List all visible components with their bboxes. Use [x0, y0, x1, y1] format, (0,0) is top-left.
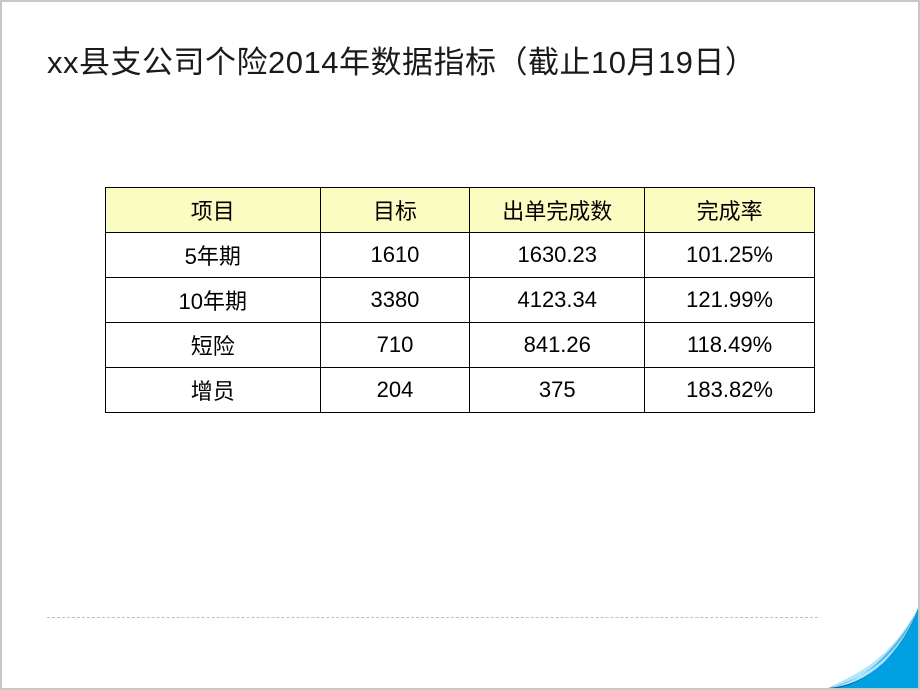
table-header-cell: 完成率	[645, 188, 815, 233]
table-cell: 1630.23	[470, 233, 645, 278]
table-cell: 183.82%	[645, 368, 815, 413]
slide-container: xx县支公司个险2014年数据指标（截止10月19日） 项目 目标 出单完成数 …	[0, 0, 920, 690]
table-cell: 5年期	[106, 233, 321, 278]
table-row: 10年期 3380 4123.34 121.99%	[106, 278, 815, 323]
table-row: 5年期 1610 1630.23 101.25%	[106, 233, 815, 278]
page-title: xx县支公司个险2014年数据指标（截止10月19日）	[47, 37, 873, 82]
table-cell: 增员	[106, 368, 321, 413]
table-header-cell: 目标	[320, 188, 470, 233]
table-cell: 3380	[320, 278, 470, 323]
table-cell: 204	[320, 368, 470, 413]
table-cell: 375	[470, 368, 645, 413]
table-row: 增员 204 375 183.82%	[106, 368, 815, 413]
table-header-cell: 出单完成数	[470, 188, 645, 233]
table-cell: 短险	[106, 323, 321, 368]
table-cell: 101.25%	[645, 233, 815, 278]
table-cell: 10年期	[106, 278, 321, 323]
table-header-row: 项目 目标 出单完成数 完成率	[106, 188, 815, 233]
table-cell: 118.49%	[645, 323, 815, 368]
table-cell: 1610	[320, 233, 470, 278]
page-curl-icon	[828, 608, 918, 688]
table-cell: 710	[320, 323, 470, 368]
table-header-cell: 项目	[106, 188, 321, 233]
table-wrapper: 项目 目标 出单完成数 完成率 5年期 1610 1630.23 101.25%…	[47, 187, 873, 413]
table-cell: 121.99%	[645, 278, 815, 323]
divider-line	[47, 617, 818, 618]
table-row: 短险 710 841.26 118.49%	[106, 323, 815, 368]
table-cell: 4123.34	[470, 278, 645, 323]
table-cell: 841.26	[470, 323, 645, 368]
data-table: 项目 目标 出单完成数 完成率 5年期 1610 1630.23 101.25%…	[105, 187, 815, 413]
